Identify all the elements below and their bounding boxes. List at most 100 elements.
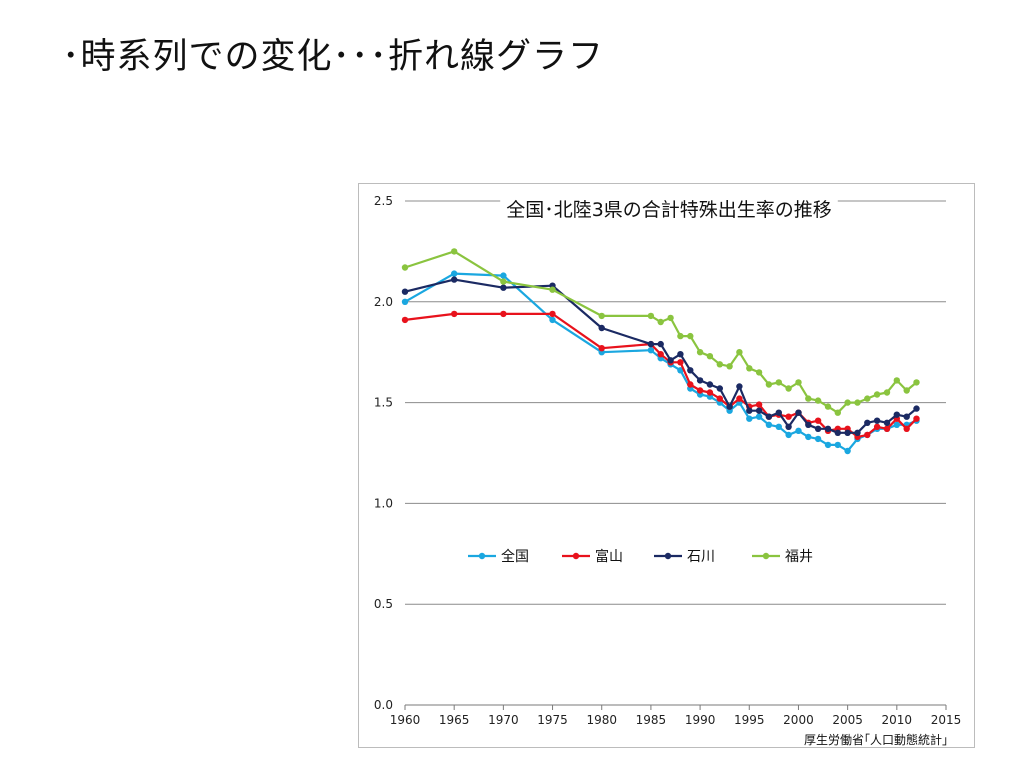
data-point [657, 351, 664, 358]
series-line [404, 272, 917, 453]
data-point [814, 397, 822, 404]
data-point [657, 340, 664, 348]
data-point [549, 310, 556, 318]
data-point [746, 415, 753, 422]
data-point [451, 276, 458, 283]
data-point [755, 401, 763, 408]
data-point [755, 407, 763, 414]
data-point [873, 417, 881, 424]
data-point [500, 278, 507, 285]
legend-marker [478, 552, 486, 560]
data-point [765, 421, 773, 428]
data-point [795, 379, 802, 386]
data-point [883, 425, 891, 432]
x-tick-label: 1995 [734, 713, 765, 727]
gridlines [405, 200, 946, 605]
x-tick-label: 1960 [390, 713, 421, 727]
legend-item: 富山 [562, 548, 623, 565]
data-point [726, 363, 733, 370]
data-point [736, 349, 743, 356]
data-point [834, 409, 841, 416]
data-point [873, 391, 881, 398]
data-point [864, 419, 871, 426]
data-point [687, 367, 694, 374]
data-point [746, 365, 753, 372]
data-point [716, 395, 723, 402]
y-tick-label: 1.5 [374, 396, 393, 410]
y-tick-label: 1.0 [374, 496, 393, 510]
data-point [824, 403, 832, 410]
data-point [854, 429, 861, 436]
x-tick-label: 1980 [586, 713, 617, 727]
data-point [775, 423, 782, 430]
data-point [706, 389, 714, 396]
data-point [824, 441, 832, 449]
data-point [903, 413, 910, 420]
data-point [814, 417, 822, 424]
legend: 全国 富山 石川 福井 [468, 548, 813, 565]
data-point [736, 383, 743, 390]
data-point [696, 349, 704, 356]
data-point [913, 415, 920, 422]
data-point [549, 286, 556, 293]
series-line [404, 312, 918, 438]
y-tick-label: 0.5 [374, 597, 393, 611]
x-tick-label: 1990 [685, 713, 716, 727]
data-point [883, 389, 891, 396]
data-point [775, 379, 782, 386]
data-point [785, 413, 792, 420]
data-point [598, 324, 605, 332]
chart-title-background [500, 197, 838, 223]
data-point [677, 332, 684, 340]
data-point [805, 433, 812, 441]
data-point [824, 425, 832, 432]
legend-item: 全国 [468, 548, 529, 565]
data-point [785, 431, 792, 439]
data-point [844, 399, 851, 406]
data-point [893, 421, 900, 428]
data-point [765, 381, 773, 388]
legend-item: 福井 [752, 549, 813, 565]
data-point [500, 272, 507, 279]
legend-marker [664, 552, 672, 560]
data-point [844, 429, 851, 436]
series-2 [401, 276, 920, 436]
data-point [844, 447, 851, 455]
data-point [785, 385, 792, 392]
series-group [401, 248, 920, 455]
series-3 [401, 248, 920, 416]
chart-frame [358, 183, 975, 748]
data-point [657, 318, 664, 326]
data-point [726, 403, 733, 410]
chart-title: 全国･北陸3県の合計特殊出生率の推移 [506, 199, 832, 221]
data-point [854, 399, 861, 406]
data-point [873, 423, 881, 430]
chart-title-group: 全国･北陸3県の合計特殊出生率の推移 [500, 197, 838, 223]
legend-item: 石川 [654, 549, 715, 565]
x-tick-label: 1975 [537, 713, 568, 727]
data-point [647, 347, 655, 354]
data-point [746, 407, 753, 414]
data-point [696, 387, 704, 394]
data-point [883, 419, 891, 426]
data-point [805, 395, 812, 402]
legend-marker [762, 552, 770, 560]
data-point [647, 312, 655, 320]
data-point [696, 377, 704, 384]
data-point [903, 425, 910, 432]
data-point [401, 264, 409, 271]
data-point [451, 270, 458, 277]
data-point [755, 369, 763, 376]
chart-source: 厚生労働省｢人口動態統計｣ [804, 732, 948, 747]
data-point [549, 316, 556, 324]
x-tick-label: 2015 [931, 713, 962, 727]
data-point [647, 340, 655, 348]
data-point [716, 385, 723, 392]
data-point [834, 441, 841, 449]
y-tick-label: 2.5 [374, 194, 393, 208]
y-tick-label: 2.0 [374, 295, 393, 309]
slide-title: ･時系列での変化･･･折れ線グラフ [62, 37, 605, 77]
data-point [765, 413, 773, 420]
data-point [401, 316, 409, 324]
